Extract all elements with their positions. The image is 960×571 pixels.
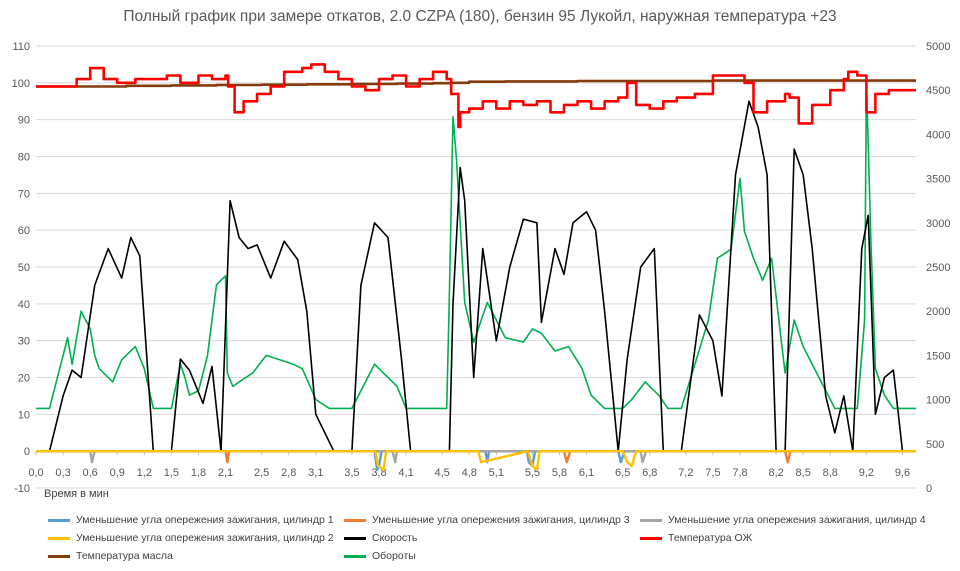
x-tick-label: 0,3 [55, 467, 70, 479]
x-tick-label: 7,2 [678, 467, 693, 479]
x-tick-label: 6,8 [642, 467, 657, 479]
y-left-tick-label: 70 [18, 188, 30, 200]
series-line [36, 63, 916, 129]
x-tick-label: 4,5 [435, 467, 450, 479]
y-right-tick-label: 2000 [926, 306, 950, 318]
series-line [36, 450, 916, 464]
y-right-tick-label: 4500 [926, 85, 950, 97]
y-right-tick-label: 3000 [926, 218, 950, 230]
y-left-tick-label: -10 [14, 483, 30, 495]
x-tick-label: 0,9 [110, 467, 125, 479]
x-tick-label: 8,2 [768, 467, 783, 479]
x-axis-label: Время в мин [44, 488, 109, 500]
x-tick-label: 8,5 [796, 467, 811, 479]
x-axis-ticks: 0,0 0,3 0,6 0,9 1,2 1,5 1,8 2,1 2,5 2,8 3,1 3,5 3,8 4… [28, 467, 910, 479]
y-left-tick-label: 30 [18, 336, 30, 348]
legend-item-cyl1: Уменьшение угла опережения зажигания, ци… [48, 514, 334, 526]
legend-swatch [640, 536, 662, 540]
legend-swatch [48, 536, 70, 540]
y-right-tick-label: 5000 [926, 41, 950, 53]
x-tick-label: 3,5 [344, 467, 359, 479]
x-tick-label: 1,5 [164, 467, 179, 479]
y-right-tick-label: 1500 [926, 350, 950, 362]
y-right-tick-label: 500 [926, 439, 944, 451]
y-right-tick-label: 2500 [926, 262, 950, 274]
y-right-tick-label: 0 [926, 483, 932, 495]
x-tick-label: 6,5 [615, 467, 630, 479]
y-left-tick-label: 10 [18, 409, 30, 421]
y-left-tick-label: 110 [12, 41, 30, 53]
x-tick-label: 9,2 [859, 467, 874, 479]
gridlines [35, 45, 916, 489]
legend-swatch [344, 518, 366, 522]
x-tick-label: 5,8 [552, 467, 567, 479]
x-tick-label: 2,1 [218, 467, 233, 479]
series-lines [36, 63, 916, 471]
y-right-tick-label: 3500 [926, 174, 950, 186]
legend-item-coolant: Температура ОЖ [640, 532, 752, 544]
x-tick-label: 1,8 [191, 467, 206, 479]
legend-item-speed: Скорость [344, 532, 417, 544]
x-tick-label: 2,5 [254, 467, 269, 479]
y-left-tick-label: 80 [18, 152, 30, 164]
x-tick-label: 6,1 [579, 467, 594, 479]
y-left-tick-label: 40 [18, 299, 30, 311]
legend-swatch [344, 554, 366, 558]
legend: Уменьшение угла опережения зажигания, ци… [0, 508, 960, 571]
y-left-tick-label: 60 [18, 225, 30, 237]
series-line [36, 80, 916, 410]
series-line [36, 100, 916, 452]
y-right-tick-label: 4000 [926, 129, 950, 141]
legend-swatch [48, 554, 70, 558]
legend-item-cyl3: Уменьшение угла опережения зажигания, ци… [344, 514, 630, 526]
x-tick-label: 4,8 [462, 467, 477, 479]
y-left-tick-label: 0 [24, 446, 30, 458]
x-tick-label: 0,0 [28, 467, 43, 479]
legend-swatch [48, 518, 70, 522]
line-chart: -10 0 10 20 30 40 50 60 70 80 90 100 110 0 500 1000 150… [12, 41, 951, 495]
x-tick-label: 1,2 [137, 467, 152, 479]
x-tick-label: 8,8 [823, 467, 838, 479]
y-left-tick-label: 90 [18, 115, 30, 127]
x-tick-label: 7,8 [732, 467, 747, 479]
chart-title: Полный график при замере откатов, 2.0 CZ… [123, 8, 837, 25]
legend-item-cyl2: Уменьшение угла опережения зажигания, ци… [48, 532, 334, 544]
legend-item-cyl4: Уменьшение угла опережения зажигания, ци… [640, 514, 926, 526]
series-line [36, 450, 916, 464]
x-tick-label: 3,1 [308, 467, 323, 479]
x-tick-label: 0,6 [83, 467, 98, 479]
y-left-tick-label: 20 [18, 373, 30, 385]
y-right-tick-label: 1000 [926, 395, 950, 407]
legend-item-oil: Температура масла [48, 550, 173, 562]
legend-swatch [344, 536, 366, 540]
x-tick-label: 9,6 [895, 467, 910, 479]
left-axis-ticks: -10 0 10 20 30 40 50 60 70 80 90 100 110 [12, 41, 30, 495]
y-left-tick-label: 50 [18, 262, 30, 274]
x-tick-label: 7,5 [705, 467, 720, 479]
y-left-tick-label: 100 [12, 78, 30, 90]
x-tick-label: 5,1 [489, 467, 504, 479]
x-tick-label: 2,8 [281, 467, 296, 479]
legend-swatch [640, 518, 662, 522]
x-tick-label: 4,1 [398, 467, 413, 479]
series-line [36, 79, 916, 88]
series-line [36, 450, 916, 471]
right-axis-ticks: 0 500 1000 1500 2000 2500 3000 3500 4000 4500 5000 [926, 41, 950, 495]
legend-item-rpm: Обороты [344, 550, 416, 562]
